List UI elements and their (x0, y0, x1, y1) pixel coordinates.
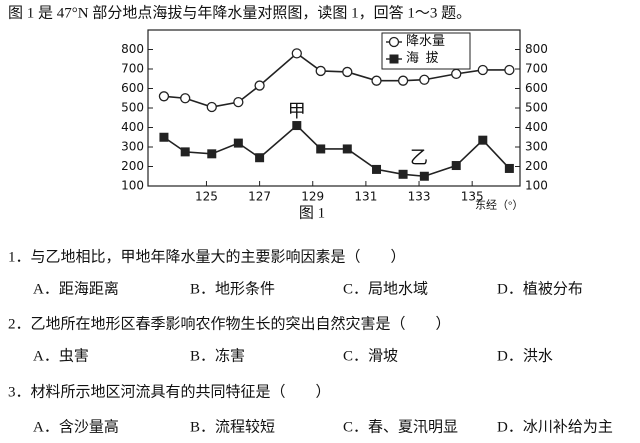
point-marker (158, 91, 170, 102)
y-tick-label: 200 (121, 159, 144, 173)
point-marker (291, 48, 302, 59)
annotation: 甲 (288, 101, 306, 122)
y2-tick-label: 100 (525, 179, 548, 193)
y-tick-label: 400 (121, 120, 144, 134)
legend-label: 降水量 (406, 33, 445, 48)
point-marker (316, 144, 326, 154)
y-tick-label: 300 (121, 140, 144, 154)
y2-tick-label: 300 (525, 140, 548, 154)
x-tick-label: 127 (248, 190, 271, 204)
question-option: A．虫害 (33, 347, 89, 364)
x-tick-label: 125 (195, 190, 218, 204)
point-marker (180, 93, 191, 104)
y2-tick-label: 200 (525, 159, 548, 173)
x-axis-label: 东经（°） (475, 199, 523, 212)
question-option: A．距海距离 (33, 280, 119, 297)
point-marker (477, 64, 488, 76)
annotation: 乙 (410, 148, 428, 169)
point-marker (315, 65, 326, 77)
y2-tick-label: 700 (525, 62, 548, 76)
point-marker (342, 66, 353, 78)
point-marker (233, 97, 244, 108)
question-option: D．植被分布 (497, 280, 583, 297)
y2-tick-label: 600 (525, 81, 548, 95)
point-marker (255, 153, 265, 163)
y-tick-label: 100 (121, 179, 144, 193)
question-option: C．滑坡 (343, 347, 398, 364)
point-marker (504, 64, 515, 76)
question-option: C．局地水域 (343, 280, 428, 297)
point-marker (397, 75, 409, 86)
question-option: B．流程较短 (190, 417, 275, 435)
point-marker (372, 164, 382, 174)
point-marker (398, 169, 408, 179)
point-marker (342, 144, 352, 154)
y2-tick-label: 800 (525, 42, 548, 56)
y-tick-label: 700 (121, 62, 144, 76)
y-tick-label: 800 (121, 42, 144, 56)
point-marker (451, 68, 462, 80)
legend-marker (388, 36, 400, 48)
y2-tick-label: 400 (525, 120, 548, 134)
point-marker (419, 74, 430, 85)
y2-tick-label: 500 (525, 101, 548, 115)
question-option: A．含沙量高 (33, 418, 119, 435)
point-marker (478, 135, 488, 145)
y-tick-label: 600 (121, 81, 144, 95)
point-marker (504, 163, 514, 173)
figure-caption: 图 1 (299, 204, 325, 221)
point-marker (254, 80, 265, 91)
point-marker (207, 149, 217, 159)
x-tick-label: 133 (408, 190, 431, 204)
legend-marker (389, 54, 399, 64)
legend-label: 海 拔 (406, 50, 439, 65)
question-option: B．地形条件 (190, 280, 275, 297)
point-marker (180, 147, 190, 157)
point-marker (292, 121, 302, 131)
point-marker (419, 171, 429, 181)
point-marker (206, 101, 217, 113)
point-marker (451, 161, 461, 171)
question-option: D．洪水 (497, 347, 553, 364)
x-tick-label: 131 (354, 190, 377, 204)
point-marker (159, 132, 169, 142)
question-stem: 2．乙地所在地形区春季影响农作物生长的突出自然灾害是（ ） (8, 315, 451, 332)
point-marker (233, 138, 243, 148)
question-option: D．冰川补给为主 (497, 418, 613, 435)
question-stem: 3．材料所示地区河流具有的共同特征是（ ） (8, 383, 331, 400)
point-marker (371, 75, 382, 86)
x-tick-label: 135 (461, 190, 484, 204)
question-stem: 1．与乙地相比，甲地年降水量大的主要影响因素是（ ） (8, 248, 406, 265)
question-option: C．春、夏汛明显 (343, 418, 458, 435)
y-tick-label: 500 (121, 101, 144, 115)
question-option: B．冻害 (190, 346, 245, 364)
x-tick-label: 129 (301, 190, 324, 204)
intro: 图 1 是 47°N 部分地点海拔与年降水量对照图，读图 1，回答 1～3 题。 (8, 4, 471, 21)
